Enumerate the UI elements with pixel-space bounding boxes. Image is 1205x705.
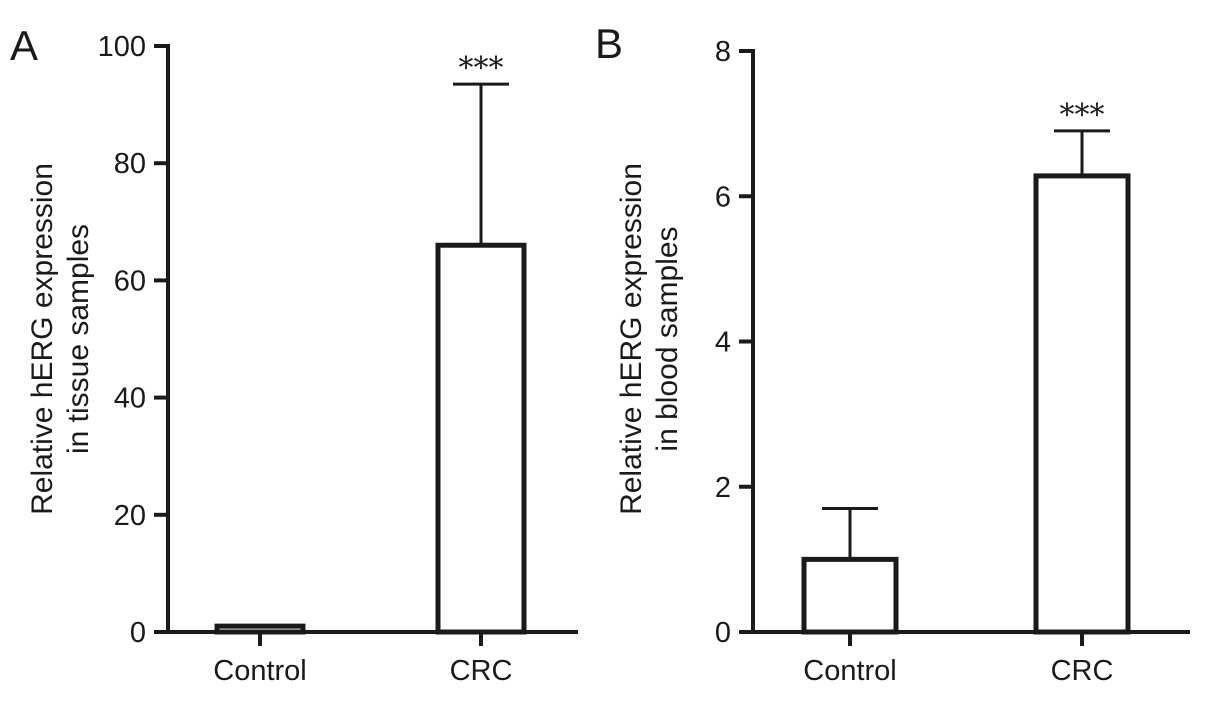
x-tick-label: Control (803, 655, 897, 687)
y-axis-label: Relative hERG expression (615, 163, 648, 515)
y-tick-label: 20 (114, 500, 146, 532)
y-axis-label: in tissue samples (62, 224, 95, 454)
x-tick-label: CRC (450, 655, 513, 687)
y-tick-label: 40 (114, 383, 146, 415)
y-tick-label: 60 (114, 265, 146, 297)
y-tick-label: 4 (715, 327, 731, 359)
significance-marker: *** (459, 51, 504, 86)
bar (801, 556, 899, 635)
bar (435, 242, 527, 635)
bar (214, 623, 306, 635)
x-tick-label: CRC (1051, 655, 1114, 687)
y-tick-label: 6 (715, 181, 731, 213)
panel-letter: B (595, 20, 623, 67)
panel-letter: A (10, 22, 38, 69)
y-tick-label: 0 (715, 617, 731, 649)
bar (1033, 173, 1131, 635)
y-tick-label: 8 (715, 36, 731, 68)
y-axis-label: in blood samples (651, 226, 684, 451)
y-tick-label: 0 (130, 617, 146, 649)
x-tick-label: Control (213, 655, 307, 687)
y-axis-label: Relative hERG expression (26, 163, 59, 515)
significance-marker: *** (1060, 98, 1105, 133)
y-tick-label: 2 (715, 472, 731, 504)
y-tick-label: 100 (98, 31, 146, 63)
y-tick-label: 80 (114, 148, 146, 180)
